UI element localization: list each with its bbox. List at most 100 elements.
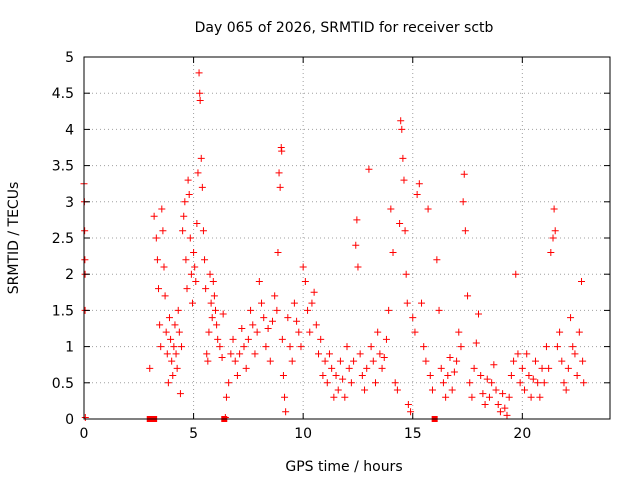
data-point [321, 357, 329, 365]
data-point [179, 227, 187, 235]
data-point [512, 270, 520, 278]
data-point [203, 350, 211, 358]
data-point [503, 411, 511, 419]
data-point [569, 343, 577, 351]
data-point [562, 386, 570, 394]
y-tick-label: 2 [65, 267, 74, 283]
data-point [531, 357, 539, 365]
points-layer [80, 69, 588, 422]
data-point [455, 328, 463, 336]
data-point [573, 372, 581, 380]
data-point [460, 170, 468, 178]
data-point [402, 270, 410, 278]
data-point [488, 379, 496, 387]
data-point [556, 328, 564, 336]
data-point [536, 393, 544, 401]
data-point [238, 325, 246, 332]
data-point [403, 299, 411, 307]
data-point [439, 379, 447, 387]
data-point [251, 350, 259, 358]
data-point [345, 364, 353, 372]
data-point [387, 205, 395, 213]
data-point [186, 234, 194, 242]
data-point [401, 227, 409, 235]
data-point [352, 241, 360, 249]
data-point [564, 364, 572, 372]
data-point [184, 176, 192, 184]
data-point [276, 183, 284, 191]
data-point [209, 277, 217, 285]
data-point [400, 176, 408, 184]
data-point [457, 343, 465, 351]
data-point [201, 256, 209, 264]
data-point [391, 379, 399, 387]
data-point [389, 248, 397, 256]
data-point [304, 306, 312, 314]
data-point [492, 386, 500, 394]
data-point [547, 248, 555, 256]
data-point [178, 343, 186, 351]
data-point [385, 306, 393, 314]
data-point [472, 339, 480, 347]
data-point [253, 328, 261, 336]
data-point [153, 256, 161, 264]
data-point [286, 343, 294, 351]
data-point [268, 317, 276, 325]
data-point [374, 328, 382, 336]
data-point [404, 401, 412, 409]
data-point [428, 386, 436, 394]
data-point [378, 364, 386, 372]
data-point [399, 154, 407, 162]
data-point [501, 404, 509, 412]
data-point [579, 357, 587, 365]
y-axis-label: SRMTID / TECUs [6, 182, 22, 295]
data-point [297, 343, 305, 351]
y-tick-label: 0 [65, 412, 74, 428]
data-point [182, 256, 190, 264]
data-point [192, 277, 200, 285]
data-point [301, 277, 309, 285]
data-point [332, 372, 340, 380]
data-point [244, 335, 252, 343]
y-tick-label: 3.5 [52, 159, 74, 175]
data-point [156, 321, 164, 329]
data-point [334, 386, 342, 394]
y-tick-label: 4.5 [52, 86, 74, 102]
data-point [516, 379, 524, 387]
data-point [578, 277, 586, 285]
data-point [315, 350, 323, 358]
data-point [393, 386, 401, 394]
data-point [221, 414, 229, 422]
data-point [518, 364, 526, 372]
data-point [496, 408, 504, 416]
data-point [227, 350, 235, 358]
data-point [411, 328, 419, 336]
data-point [369, 357, 377, 365]
data-point [266, 357, 274, 365]
data-point [317, 335, 325, 343]
data-point [367, 343, 375, 351]
data-point [214, 335, 222, 343]
data-point [171, 321, 179, 329]
data-point [196, 96, 204, 104]
data-point [264, 325, 272, 332]
data-point [199, 227, 207, 235]
data-point [450, 368, 458, 376]
data-point [306, 328, 314, 336]
data-point [170, 343, 178, 351]
data-point [376, 350, 384, 358]
data-point [310, 288, 318, 296]
data-point [158, 205, 166, 213]
data-point [444, 372, 452, 380]
data-point [426, 372, 434, 380]
data-point [233, 372, 241, 380]
x-tick-label: 15 [404, 426, 422, 442]
y-axis: 0 0.5 1 1.5 2 2.5 3 3.5 4 4.5 5 [52, 50, 610, 428]
data-point [242, 364, 250, 372]
data-point [481, 401, 489, 409]
data-point [343, 343, 351, 351]
data-point [225, 379, 233, 387]
data-point [162, 328, 170, 336]
data-point [236, 350, 244, 358]
y-tick-label: 4 [65, 122, 74, 138]
